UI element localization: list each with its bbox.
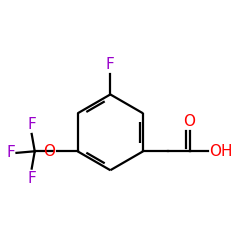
Text: F: F	[27, 117, 36, 132]
Text: F: F	[6, 146, 15, 160]
Text: F: F	[106, 57, 115, 72]
Text: OH: OH	[209, 144, 233, 159]
Text: O: O	[43, 144, 55, 159]
Text: F: F	[27, 170, 36, 186]
Text: O: O	[184, 114, 196, 129]
